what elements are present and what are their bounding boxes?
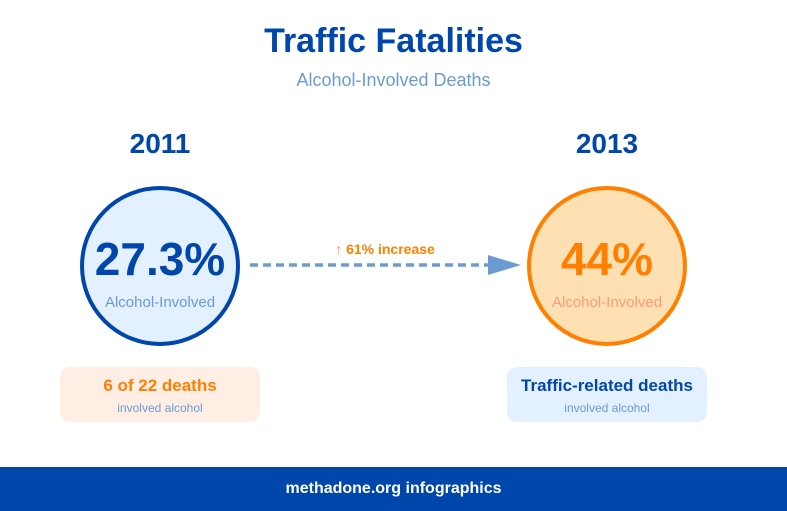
info-box-2011: 6 of 22 deaths involved alcohol — [60, 367, 260, 422]
circle-2011: 27.3% Alcohol-Involved — [80, 186, 240, 346]
year-2013: 2013 — [575, 128, 639, 159]
arrowhead-icon — [488, 255, 521, 275]
box-sub-2013: involved alcohol — [564, 401, 650, 415]
box-sub-2011: involved alcohol — [117, 401, 203, 415]
page-subtitle: Alcohol-Involved Deaths — [296, 70, 491, 90]
circle-2013: 44% Alcohol-Involved — [527, 186, 687, 346]
percent-2013: 44% — [560, 233, 654, 285]
up-arrow-icon: ↑ — [335, 241, 343, 257]
increase-label: ↑ 61% increase — [290, 241, 480, 257]
dashed-arrow — [250, 255, 521, 275]
increase-text: 61% increase — [346, 241, 435, 257]
footer: methadone.org infographics — [0, 467, 787, 511]
percent-2011: 27.3% — [94, 233, 226, 285]
box-main-2011: 6 of 22 deaths — [103, 376, 217, 395]
page-title: Traffic Fatalities — [264, 22, 523, 60]
box-main-2013: Traffic-related deaths — [521, 376, 693, 395]
circle-label-2013: Alcohol-Involved — [551, 294, 663, 311]
circle-label-2011: Alcohol-Involved — [104, 294, 216, 311]
info-box-2013: Traffic-related deaths involved alcohol — [507, 367, 707, 422]
year-2011: 2011 — [129, 128, 191, 159]
